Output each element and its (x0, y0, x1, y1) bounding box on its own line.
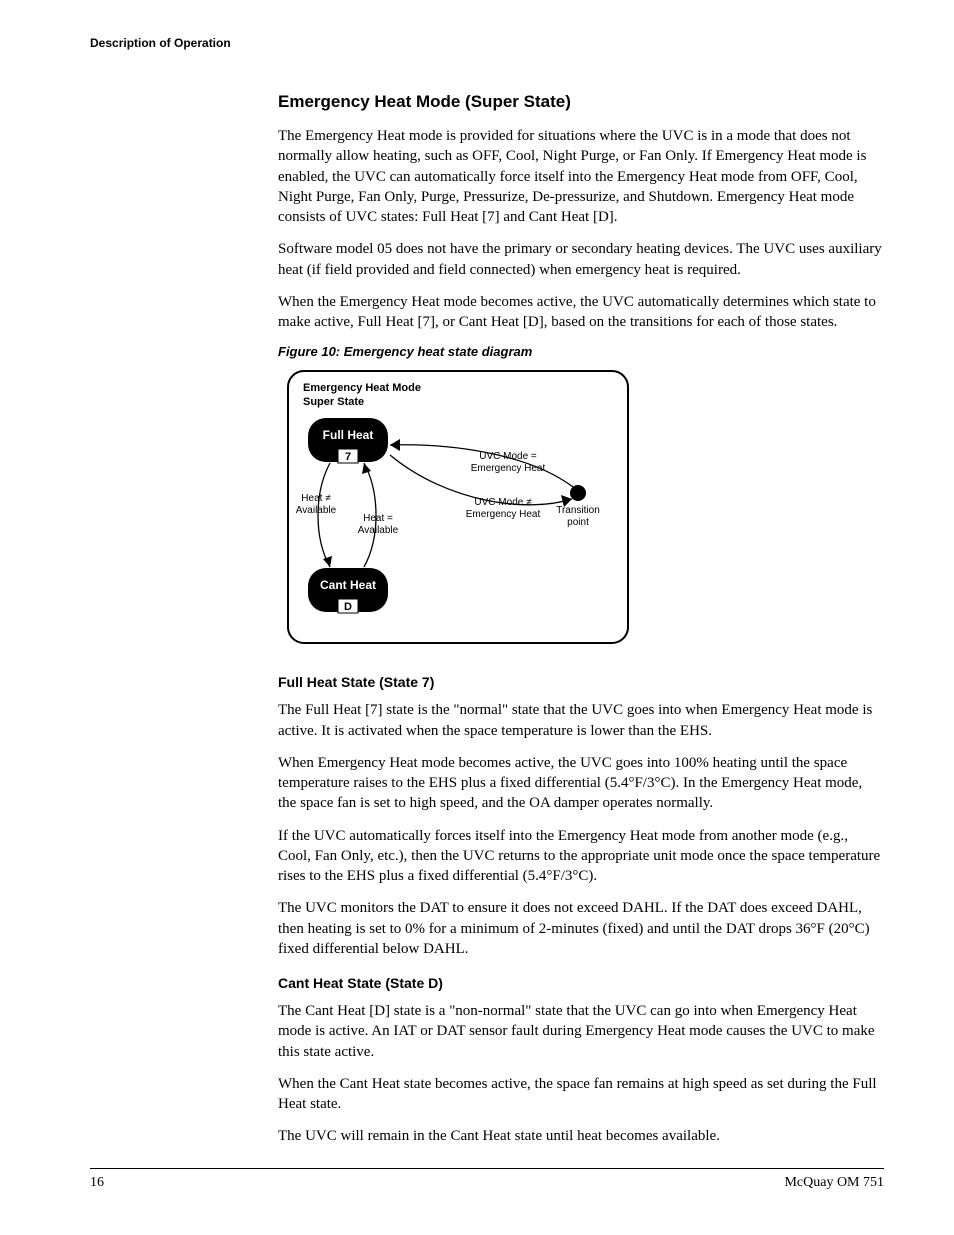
figure-caption: Figure 10: Emergency heat state diagram (278, 344, 884, 359)
box-title-l1: Emergency Heat Mode (303, 382, 421, 394)
transition-point-dot (570, 485, 586, 501)
para: When Emergency Heat mode becomes active,… (278, 753, 884, 814)
transition-l2: point (567, 517, 589, 528)
state-cant-heat-label: Cant Heat (320, 578, 376, 592)
transition-l1: Transition (556, 505, 600, 516)
para: When the Emergency Heat mode becomes act… (278, 292, 884, 333)
cond-heat-ne-l2: Available (296, 505, 337, 516)
arrow-mode-eq (390, 439, 400, 451)
arrow-heat-available (362, 463, 371, 474)
state-full-heat-id: 7 (345, 451, 351, 463)
para: When the Cant Heat state becomes active,… (278, 1074, 884, 1115)
state-cant-heat-id: D (344, 601, 352, 613)
para: The UVC will remain in the Cant Heat sta… (278, 1126, 884, 1146)
page: Description of Operation Emergency Heat … (0, 0, 954, 1235)
box-title-l2: Super State (303, 396, 364, 408)
para: Software model 05 does not have the prim… (278, 239, 884, 280)
doc-id: McQuay OM 751 (784, 1175, 884, 1191)
para: The Cant Heat [D] state is a "non-normal… (278, 1001, 884, 1062)
cond-heat-eq-l2: Available (358, 525, 399, 536)
para: If the UVC automatically forces itself i… (278, 826, 884, 887)
arrow-heat-not-available (323, 556, 332, 567)
cond-mode-eq-l2: Emergency Heat (471, 463, 546, 474)
para: The Full Heat [7] state is the "normal" … (278, 700, 884, 741)
running-head: Description of Operation (90, 36, 884, 50)
cond-heat-eq-l1: Heat = (363, 513, 393, 524)
cond-mode-ne-l1: UVC Mode ≠ (474, 497, 532, 508)
para: The UVC monitors the DAT to ensure it do… (278, 898, 884, 959)
subsection-title: Full Heat State (State 7) (278, 674, 884, 690)
content-column: Emergency Heat Mode (Super State) The Em… (278, 92, 884, 1147)
figure-state-diagram: Emergency Heat Mode Super State Full Hea… (278, 363, 638, 658)
state-full-heat-label: Full Heat (323, 428, 374, 442)
section-title: Emergency Heat Mode (Super State) (278, 92, 884, 112)
page-number: 16 (90, 1175, 104, 1191)
page-footer: 16 McQuay OM 751 (90, 1168, 884, 1191)
subsection-title: Cant Heat State (State D) (278, 975, 884, 991)
cond-mode-ne-l2: Emergency Heat (466, 509, 541, 520)
para: The Emergency Heat mode is provided for … (278, 126, 884, 227)
cond-mode-eq-l1: UVC Mode = (479, 451, 537, 462)
state-diagram-svg: Emergency Heat Mode Super State Full Hea… (278, 363, 638, 653)
cond-heat-ne-l1: Heat ≠ (301, 493, 331, 504)
